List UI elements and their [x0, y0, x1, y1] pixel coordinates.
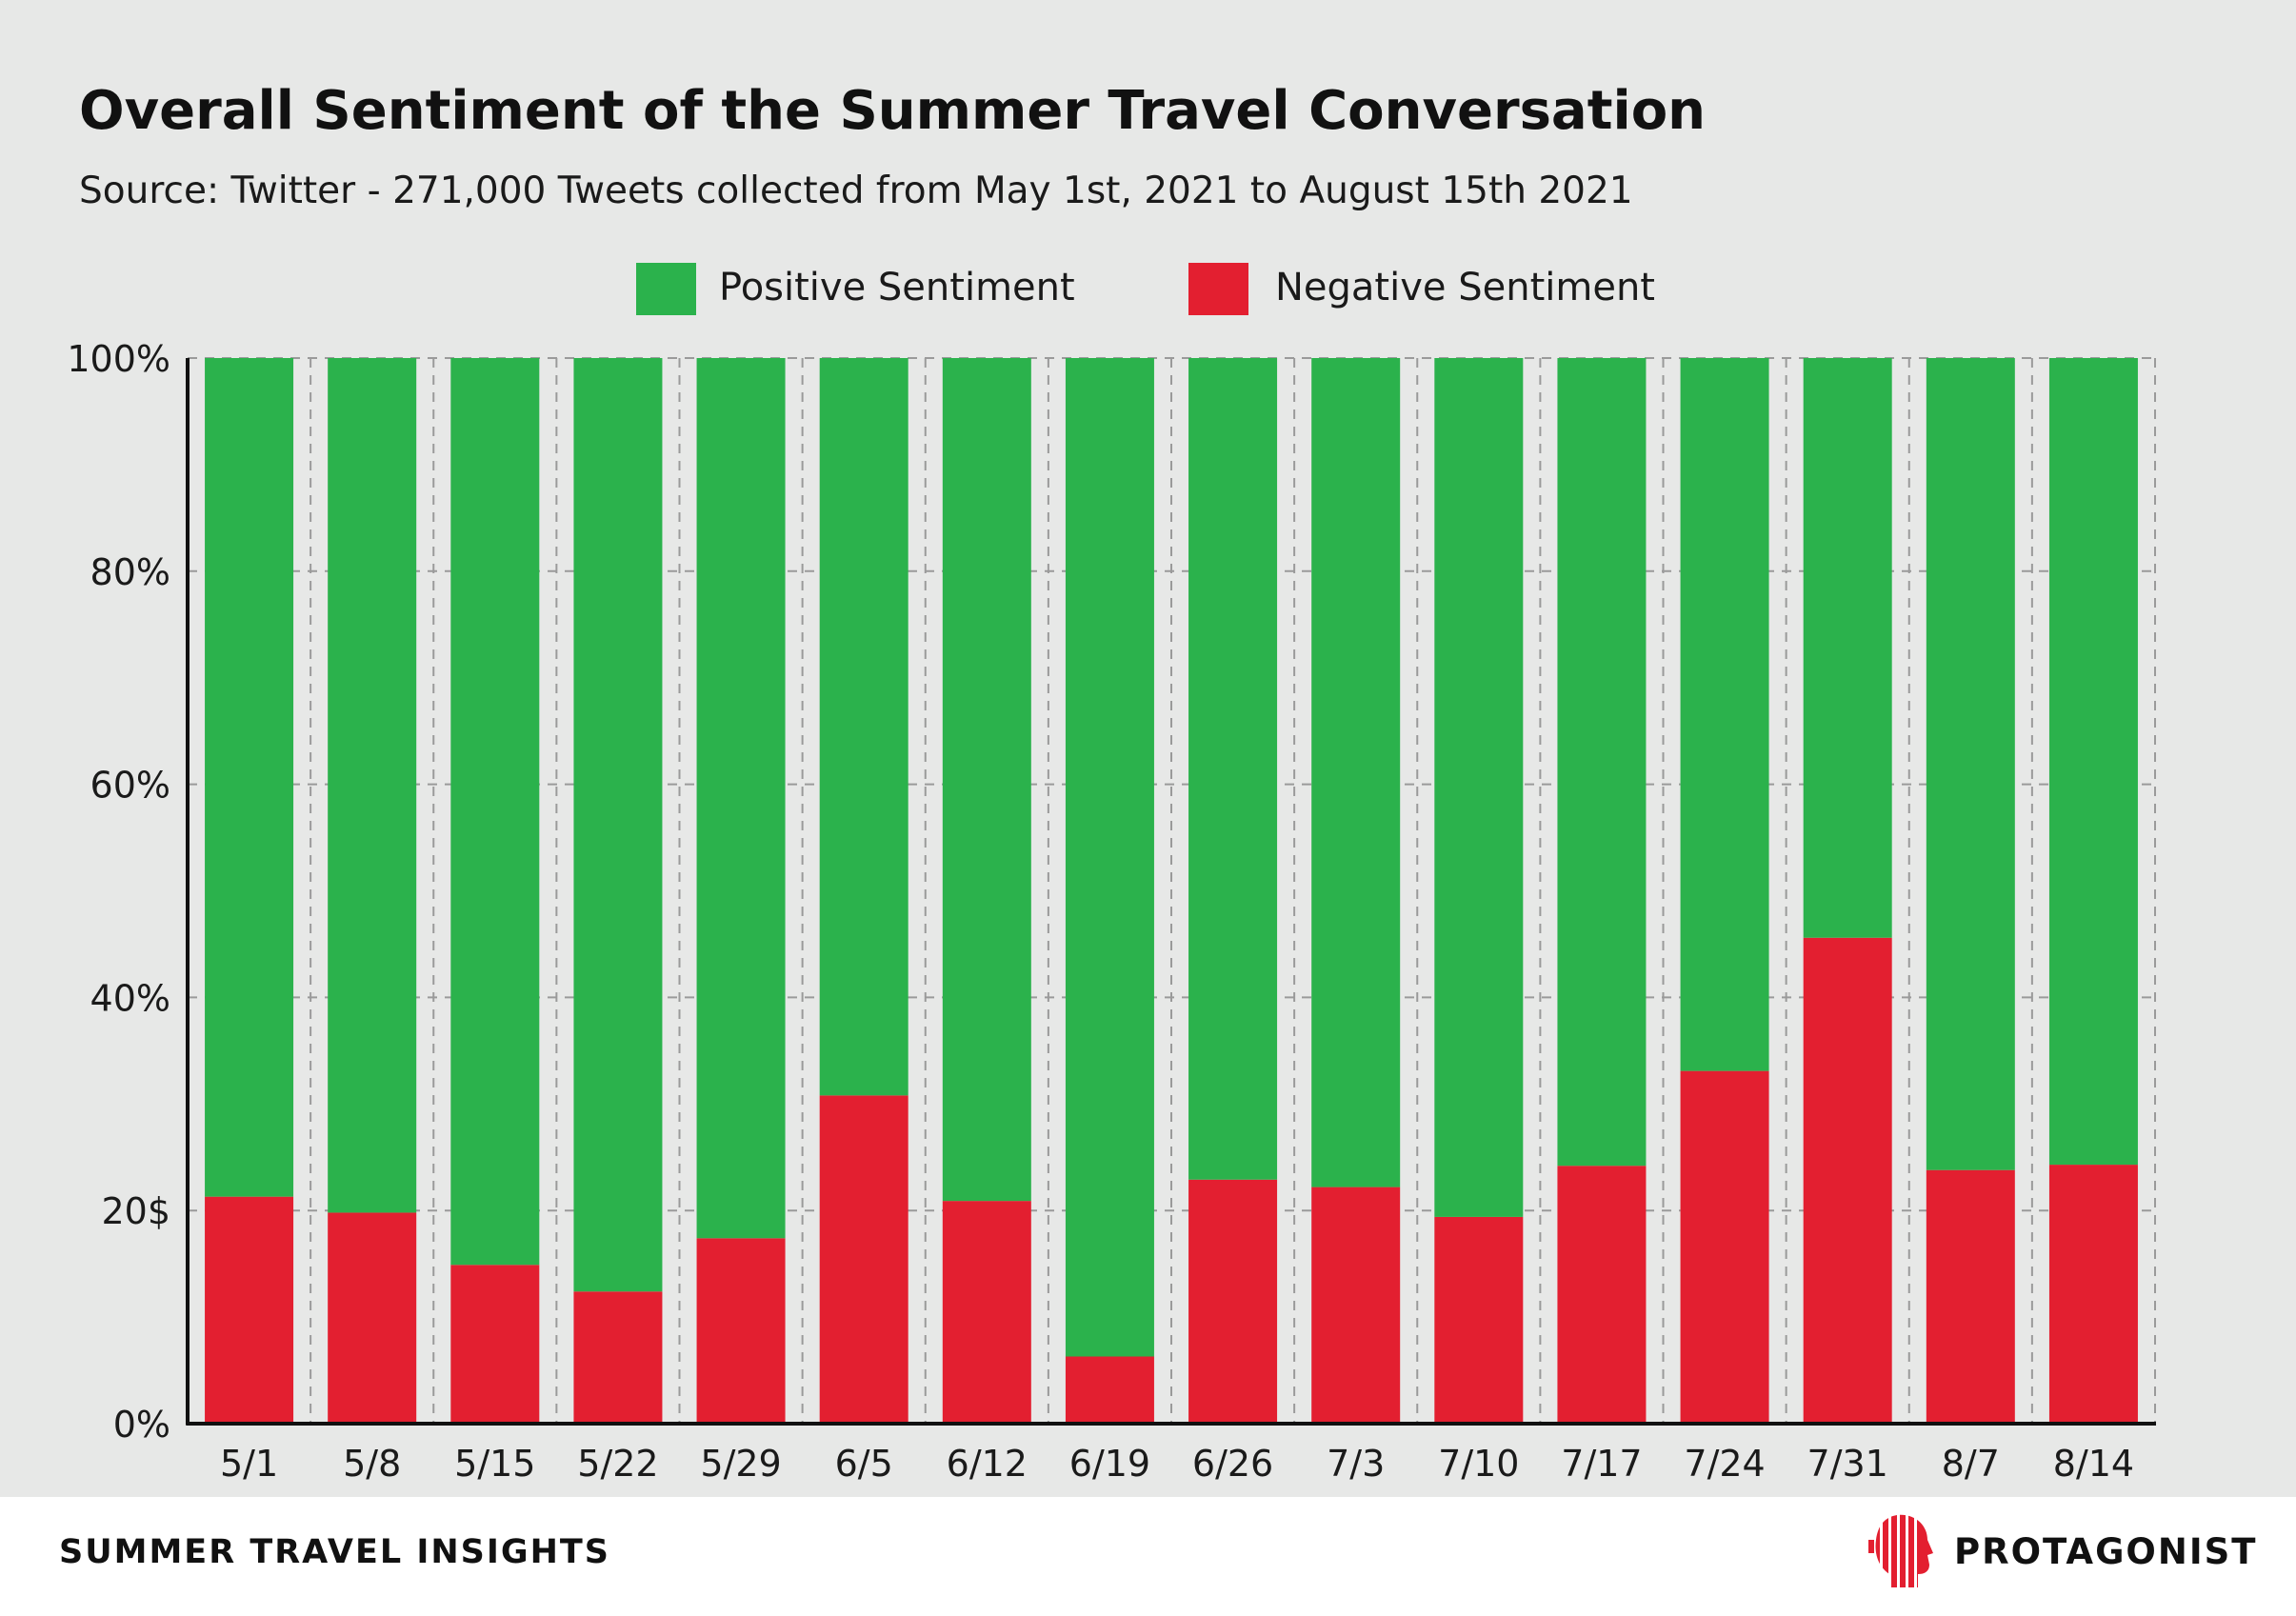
- brand-logo-lockup: PROTAGONIST: [1868, 1508, 2258, 1594]
- x-tick-label: 5/8: [343, 1443, 401, 1485]
- x-tick-label: 5/1: [220, 1443, 278, 1485]
- footer-section-title: SUMMER TRAVEL INSIGHTS: [59, 1533, 610, 1571]
- bar-positive-5/8: [328, 358, 417, 1213]
- bar-positive-5/1: [205, 358, 294, 1197]
- bar-negative-5/1: [205, 1196, 294, 1424]
- bar-positive-7/10: [1434, 358, 1524, 1217]
- chart-axes: [186, 358, 2156, 1426]
- brand-name: PROTAGONIST: [1954, 1530, 2258, 1572]
- legend-label-negative: Negative Sentiment: [1275, 266, 1655, 309]
- bar-positive-7/31: [1803, 358, 1892, 938]
- chart-subtitle: Source: Twitter - 271,000 Tweets collect…: [79, 170, 1633, 212]
- x-tick-label: 7/3: [1327, 1443, 1385, 1485]
- bar-negative-7/31: [1803, 937, 1892, 1424]
- x-tick-label: 8/14: [2053, 1443, 2134, 1485]
- bar-positive-7/3: [1311, 358, 1401, 1187]
- legend-swatch-negative: [1188, 263, 1248, 315]
- bar-negative-7/24: [1680, 1070, 1769, 1424]
- x-tick-label: 5/15: [454, 1443, 535, 1485]
- bar-positive-6/19: [1065, 358, 1154, 1357]
- bar-negative-7/3: [1311, 1187, 1401, 1424]
- bar-negative-5/8: [328, 1212, 417, 1424]
- legend-swatch-positive: [636, 263, 696, 315]
- bar-positive-6/26: [1188, 358, 1278, 1180]
- y-tick-label: 0%: [113, 1404, 170, 1446]
- bar-positive-5/15: [450, 358, 540, 1266]
- red-striped-head-profile-icon: [1868, 1514, 1934, 1588]
- stacked-bar-chart: Positive Sentiment Negative Sentiment 0%…: [67, 263, 2156, 1485]
- bar-positive-5/22: [573, 358, 663, 1292]
- bar-negative-6/19: [1065, 1356, 1154, 1424]
- chart-title: Overall Sentiment of the Summer Travel C…: [79, 80, 1707, 142]
- x-tick-label: 8/7: [1942, 1443, 2000, 1485]
- x-tick-label: 5/22: [577, 1443, 658, 1485]
- x-tick-label: 6/19: [1069, 1443, 1150, 1485]
- bar-negative-6/12: [942, 1201, 1031, 1424]
- bar-positive-8/14: [2048, 358, 2138, 1166]
- x-tick-label: 6/12: [947, 1443, 1028, 1485]
- x-tick-label: 7/17: [1561, 1443, 1642, 1485]
- bar-negative-5/15: [450, 1265, 540, 1424]
- x-tick-label: 5/29: [700, 1443, 781, 1485]
- bar-negative-8/14: [2048, 1165, 2138, 1424]
- bar-negative-6/26: [1188, 1179, 1278, 1424]
- bar-negative-5/22: [573, 1291, 663, 1424]
- x-tick-label: 7/24: [1684, 1443, 1765, 1485]
- bar-positive-7/24: [1680, 358, 1769, 1071]
- y-tick-label: 80%: [90, 551, 170, 593]
- chart-bars: [205, 358, 2138, 1424]
- bar-negative-7/10: [1434, 1216, 1524, 1424]
- x-tick-label: 6/5: [835, 1443, 893, 1485]
- bar-negative-7/17: [1557, 1166, 1647, 1424]
- y-tick-label: 40%: [90, 977, 170, 1019]
- bar-positive-5/29: [696, 358, 786, 1239]
- chart-legend: Positive Sentiment Negative Sentiment: [636, 263, 1655, 315]
- x-tick-label: 7/31: [1807, 1443, 1888, 1485]
- bar-positive-6/5: [819, 358, 908, 1096]
- y-tick-label: 100%: [67, 338, 170, 380]
- x-axis-tick-labels: 5/1 5/8 5/15 5/22 5/29 6/5 6/12 6/19 6/26 7/3 7/10…: [220, 1443, 2134, 1485]
- x-tick-label: 7/10: [1438, 1443, 1519, 1485]
- bar-positive-8/7: [1926, 358, 2015, 1170]
- y-tick-label: 20$: [101, 1190, 170, 1232]
- bar-negative-6/5: [819, 1095, 908, 1424]
- x-tick-label: 6/26: [1192, 1443, 1273, 1485]
- bar-negative-8/7: [1926, 1169, 2015, 1424]
- bar-positive-7/17: [1557, 358, 1647, 1167]
- legend-label-positive: Positive Sentiment: [719, 266, 1075, 309]
- bar-negative-5/29: [696, 1238, 786, 1424]
- y-axis-tick-labels: 0% 20$ 40% 60% 80% 100%: [67, 338, 170, 1446]
- y-tick-label: 60%: [90, 765, 170, 807]
- bar-positive-6/12: [942, 358, 1031, 1202]
